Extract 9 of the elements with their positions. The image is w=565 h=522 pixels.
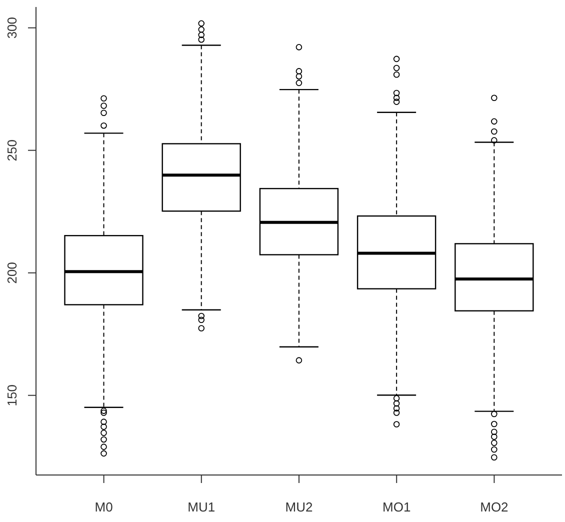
y-tick-label: 150 xyxy=(4,384,20,406)
x-tick-label: MO2 xyxy=(480,500,508,514)
x-tick-label: M0 xyxy=(94,500,113,514)
y-tick-label: 300 xyxy=(4,16,20,39)
x-tick-label: MO1 xyxy=(382,500,411,514)
y-tick-label: 250 xyxy=(4,139,20,162)
x-tick-label: MU1 xyxy=(188,500,216,514)
x-tick-label: MU2 xyxy=(285,500,313,514)
y-tick-label: 200 xyxy=(4,262,20,284)
